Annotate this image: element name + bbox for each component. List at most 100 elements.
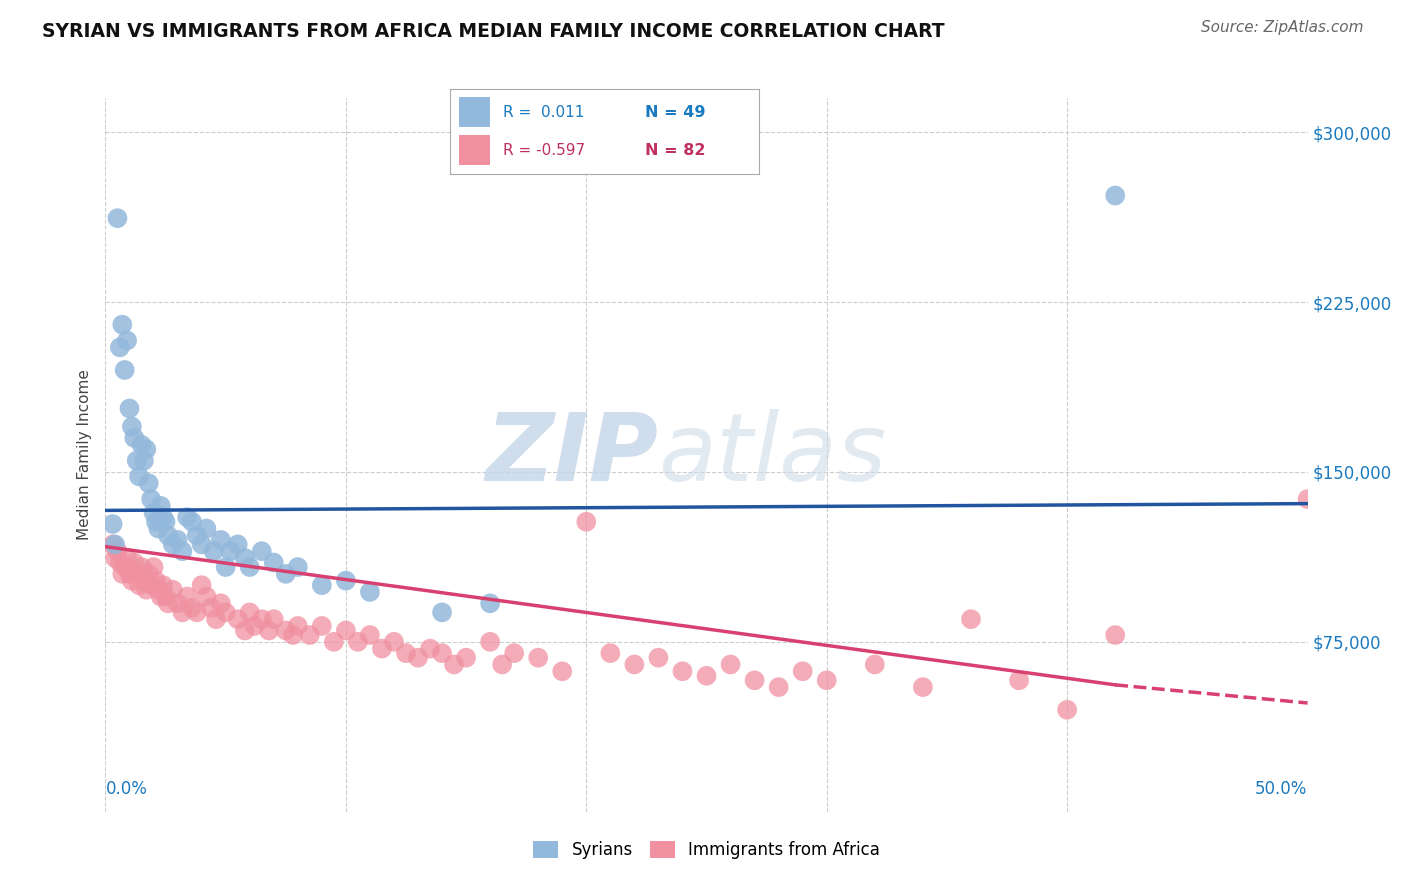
Point xyxy=(132,453,155,467)
Point xyxy=(114,363,136,377)
Point xyxy=(1056,703,1078,717)
Point xyxy=(108,340,131,354)
Point xyxy=(250,612,273,626)
Point xyxy=(176,590,198,604)
Y-axis label: Median Family Income: Median Family Income xyxy=(77,369,93,541)
Point xyxy=(107,211,129,226)
Point xyxy=(181,600,204,615)
Point xyxy=(155,515,177,529)
Point xyxy=(406,650,429,665)
Point xyxy=(166,533,188,547)
Point xyxy=(125,566,148,581)
Point xyxy=(443,657,465,672)
Bar xyxy=(460,97,491,128)
Point xyxy=(108,556,131,570)
Point xyxy=(101,516,124,531)
Text: 0.0%: 0.0% xyxy=(105,780,148,798)
Point xyxy=(124,556,146,570)
Point xyxy=(176,510,198,524)
Point xyxy=(720,657,742,672)
Point xyxy=(243,619,266,633)
Point xyxy=(226,612,249,626)
Text: atlas: atlas xyxy=(658,409,887,500)
Point xyxy=(190,537,212,551)
Point xyxy=(118,566,141,581)
Point xyxy=(287,619,309,633)
Point xyxy=(454,650,477,665)
Point xyxy=(551,665,574,679)
Point xyxy=(121,419,143,434)
Point xyxy=(156,528,179,542)
Point xyxy=(479,596,502,610)
Point xyxy=(145,574,167,588)
Point xyxy=(104,537,127,551)
Point xyxy=(115,551,138,566)
Text: SYRIAN VS IMMIGRANTS FROM AFRICA MEDIAN FAMILY INCOME CORRELATION CHART: SYRIAN VS IMMIGRANTS FROM AFRICA MEDIAN … xyxy=(42,22,945,41)
Point xyxy=(491,657,513,672)
Point xyxy=(250,544,273,558)
Text: R = -0.597: R = -0.597 xyxy=(502,143,585,158)
Point xyxy=(298,628,321,642)
Point xyxy=(1008,673,1031,688)
Point xyxy=(132,574,155,588)
Point xyxy=(128,469,150,483)
Point xyxy=(115,334,138,348)
Point xyxy=(575,515,598,529)
Point xyxy=(152,578,174,592)
Point xyxy=(233,624,256,638)
Point xyxy=(181,515,204,529)
Point xyxy=(419,641,441,656)
Point xyxy=(226,537,249,551)
Point xyxy=(214,606,236,620)
Point xyxy=(195,522,218,536)
Point xyxy=(359,628,381,642)
Point xyxy=(214,560,236,574)
Point xyxy=(647,650,669,665)
Point xyxy=(430,646,453,660)
Point xyxy=(274,624,297,638)
Point xyxy=(371,641,394,656)
Point xyxy=(162,537,184,551)
Point xyxy=(138,476,160,491)
Point xyxy=(322,635,344,649)
Point xyxy=(148,522,170,536)
Text: R =  0.011: R = 0.011 xyxy=(502,104,583,120)
Point xyxy=(219,544,242,558)
Point xyxy=(209,596,232,610)
Point xyxy=(1104,628,1126,642)
Point xyxy=(111,318,134,332)
Point xyxy=(139,578,162,592)
Point xyxy=(172,606,194,620)
Point xyxy=(131,560,153,574)
Point xyxy=(121,574,143,588)
Point xyxy=(209,533,232,547)
Point xyxy=(155,590,177,604)
Point xyxy=(768,680,790,694)
Point xyxy=(671,665,693,679)
Point xyxy=(395,646,418,660)
Text: N = 49: N = 49 xyxy=(645,104,706,120)
Point xyxy=(382,635,405,649)
Point xyxy=(744,673,766,688)
Point xyxy=(101,537,124,551)
Point xyxy=(200,600,222,615)
Point xyxy=(139,492,162,507)
Text: Source: ZipAtlas.com: Source: ZipAtlas.com xyxy=(1201,20,1364,35)
Point xyxy=(190,578,212,592)
Point xyxy=(335,624,357,638)
Point xyxy=(142,506,165,520)
Point xyxy=(195,590,218,604)
Point xyxy=(156,596,179,610)
Point xyxy=(125,453,148,467)
Point xyxy=(114,560,136,574)
Point xyxy=(128,578,150,592)
Legend: Syrians, Immigrants from Africa: Syrians, Immigrants from Africa xyxy=(524,833,889,868)
Point xyxy=(696,669,718,683)
Point xyxy=(960,612,983,626)
Point xyxy=(430,606,453,620)
Point xyxy=(503,646,526,660)
Point xyxy=(623,657,645,672)
Text: N = 82: N = 82 xyxy=(645,143,706,158)
Point xyxy=(287,560,309,574)
Point xyxy=(335,574,357,588)
